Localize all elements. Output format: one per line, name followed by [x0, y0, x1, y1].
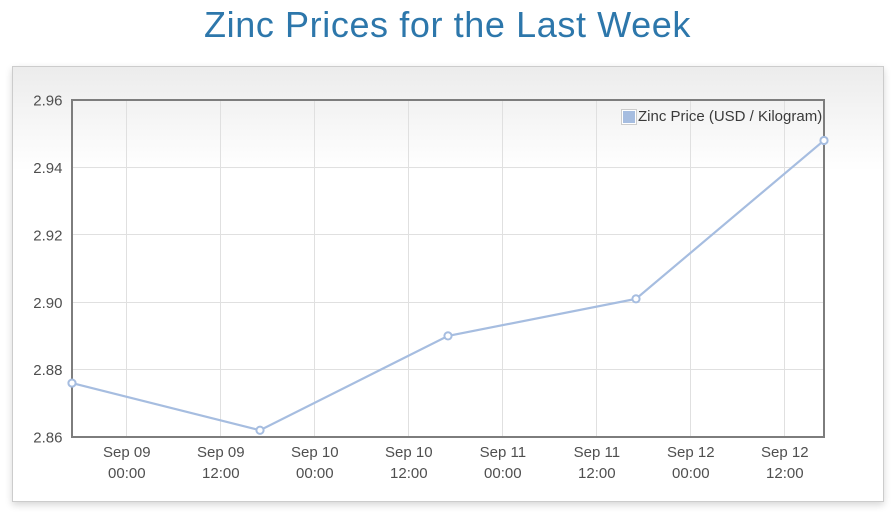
- y-tick-label: 2.96: [33, 93, 62, 110]
- data-point-marker: [255, 425, 265, 435]
- y-tick-label: 2.88: [33, 362, 62, 379]
- legend-swatch-color: [623, 111, 635, 123]
- y-tick-label: 2.86: [33, 430, 62, 447]
- x-tick-label: 00:00: [296, 465, 334, 482]
- data-point-marker: [443, 331, 453, 341]
- x-tick-label: Sep 10: [385, 444, 433, 461]
- x-tick-label: 00:00: [484, 465, 522, 482]
- line-chart: 2.96 2.94 2.92 2.90 2.88 2.86 Sep 09 00:00 Sep 0…: [33, 93, 829, 482]
- x-tick-label: Sep 12: [667, 444, 715, 461]
- x-tick-label: 12:00: [766, 465, 804, 482]
- data-point-marker: [631, 294, 641, 304]
- legend-label: Zinc Price (USD / Kilogram): [638, 108, 823, 125]
- x-tick-label: 12:00: [578, 465, 616, 482]
- x-tick-label: Sep 10: [291, 444, 339, 461]
- chart-panel: 2.96 2.94 2.92 2.90 2.88 2.86 Sep 09 00:00 Sep 0…: [12, 66, 884, 502]
- x-tick-label: Sep 11: [574, 444, 620, 461]
- legend-item[interactable]: Zinc Price (USD / Kilogram): [621, 109, 822, 125]
- x-tick-label: 12:00: [202, 465, 240, 482]
- x-tick-label: 12:00: [390, 465, 428, 482]
- x-tick-label: Sep 09: [103, 444, 151, 461]
- x-tick-label: Sep 12: [761, 444, 809, 461]
- data-point-marker: [819, 135, 829, 146]
- series-line: [71, 139, 825, 432]
- x-tick-label: Sep 09: [197, 444, 245, 461]
- x-tick-label: Sep 11: [480, 444, 526, 461]
- plot-border: [71, 99, 825, 438]
- y-tick-label: 2.94: [33, 160, 62, 177]
- legend-swatch: [621, 109, 637, 125]
- x-tick-label: 00:00: [672, 465, 710, 482]
- x-tick-label: 00:00: [108, 465, 146, 482]
- data-point-marker: [67, 378, 77, 388]
- y-tick-label: 2.92: [33, 227, 62, 244]
- chart-title: Zinc Prices for the Last Week: [204, 4, 691, 45]
- y-tick-label: 2.90: [33, 295, 62, 312]
